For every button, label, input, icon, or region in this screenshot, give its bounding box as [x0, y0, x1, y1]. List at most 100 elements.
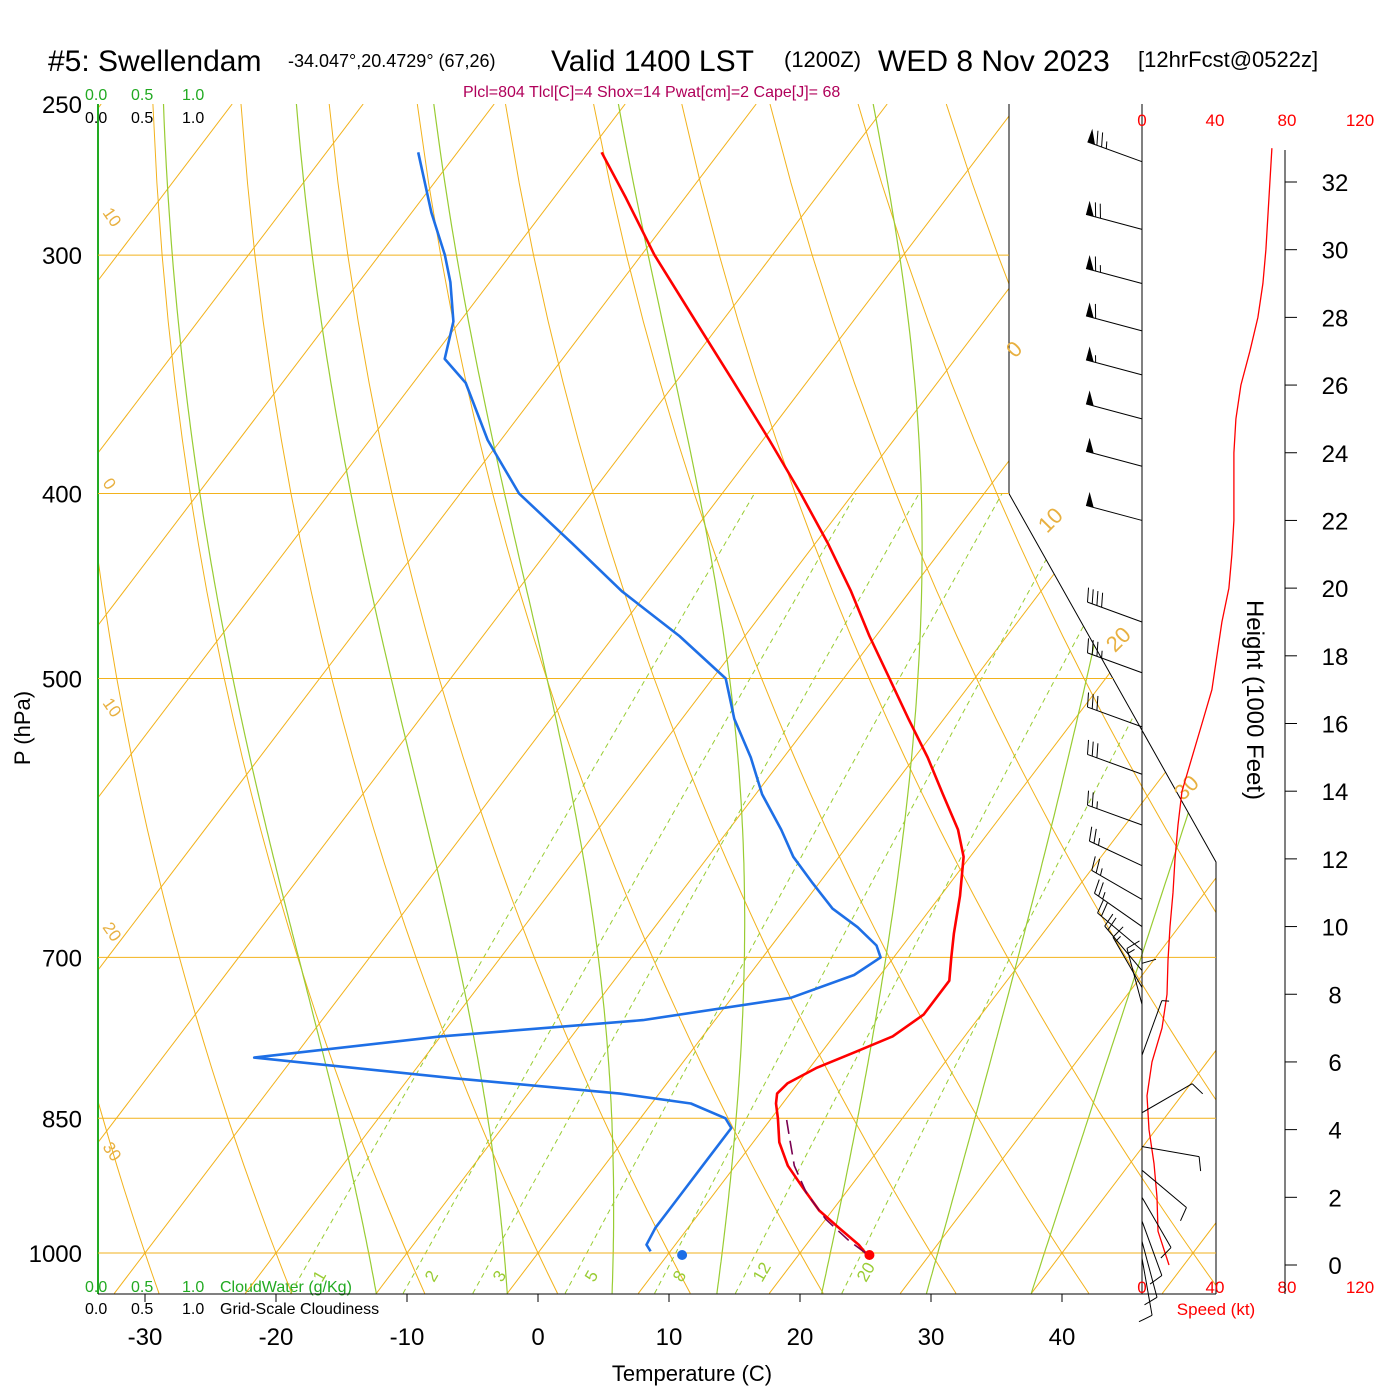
thermo-grid	[98, 104, 1400, 1294]
wind-barb	[1085, 390, 1143, 420]
wind-barb-full	[1096, 130, 1099, 146]
speed-top-tick-label: 0	[1137, 111, 1146, 130]
wind-barb-full	[1096, 743, 1099, 758]
wind-barb-full	[1191, 1083, 1204, 1095]
wind-barb-shaft	[1085, 450, 1143, 467]
height-tick-label: 8	[1328, 982, 1341, 1009]
height-tick-label: 24	[1322, 441, 1349, 468]
dry-adiabat-line	[152, 104, 426, 1294]
mixing-ratio-line	[290, 493, 755, 1294]
wind-barb-full	[1091, 792, 1094, 807]
wind-barb-full	[1096, 695, 1099, 711]
top-black-05: 0.5	[131, 110, 153, 127]
wind-barb	[1086, 692, 1143, 728]
pressure-tick-label: 700	[42, 945, 82, 972]
wind-barb-full	[1198, 1156, 1202, 1172]
height-tick-label: 10	[1322, 915, 1349, 942]
wind-barb-shaft	[1094, 892, 1143, 927]
temperature-tick-label: 30	[918, 1324, 945, 1351]
wind-barb-shaft	[1141, 1220, 1163, 1276]
temperature-profile-line	[600, 151, 965, 1254]
dry-adiabat-line	[681, 104, 1216, 1294]
wind-barb	[1104, 913, 1143, 971]
wind-barb-full	[1095, 858, 1101, 874]
moist-adiabat-line	[433, 104, 615, 1294]
wind-barb-full	[1107, 917, 1117, 931]
wind-barb-full	[1138, 1314, 1153, 1323]
wind-barb-full	[1144, 1296, 1158, 1306]
dry-adiabat-line	[857, 104, 1216, 1294]
isotherm-line	[98, 104, 495, 1294]
speed-bottom-tick-label: 40	[1206, 1278, 1225, 1297]
wind-barb-shaft	[1087, 601, 1143, 623]
temperature-tick-label: 0	[531, 1324, 544, 1351]
height-tick-label: 26	[1322, 373, 1349, 400]
top-black-1: 1.0	[182, 110, 204, 127]
moist-adiabat-line	[295, 104, 508, 1294]
valid-utc: (1200Z)	[784, 47, 861, 72]
wind-barb-pennant	[1086, 390, 1094, 406]
height-tick-label: 32	[1322, 170, 1349, 197]
dry-adiabat-line	[593, 104, 1090, 1294]
dry-adiabat-line	[505, 104, 957, 1294]
dry-adiabat-line	[1210, 104, 1216, 1294]
top-black-0: 0.0	[85, 110, 107, 127]
wind-barb-shaft	[1085, 504, 1143, 521]
forecast-label: [12hrFcst@0522z]	[1138, 47, 1318, 72]
top-green-0: 0.0	[85, 87, 107, 104]
wind-barb	[1085, 200, 1143, 230]
dry-adiabat-label: 30	[99, 1138, 125, 1164]
dry-adiabat-label: 20	[99, 919, 125, 945]
plot-right-edge	[1008, 104, 1217, 1294]
isotherm-label: 0	[1001, 336, 1027, 362]
moist-adiabat-line	[1030, 104, 1216, 1294]
dry-adiabat-line	[1299, 104, 1400, 1293]
bottom-black-0: 0.0	[85, 1301, 107, 1318]
wind-barb-shaft	[1085, 359, 1143, 376]
wind-barb-shaft	[1141, 1241, 1158, 1298]
dry-adiabat-line	[98, 104, 160, 1294]
wind-barb	[1085, 437, 1143, 467]
isotherm-line	[375, 104, 1216, 1294]
wind-barb	[1094, 879, 1143, 927]
mixing-ratio-label: 20	[853, 1259, 879, 1285]
dry-adiabat-line	[945, 104, 1216, 1294]
height-tick-label: 12	[1322, 847, 1349, 874]
wind-barb-full	[1091, 856, 1096, 871]
wind-barb-full	[1097, 899, 1104, 914]
temperature-tick-label: -30	[128, 1324, 163, 1351]
wind-barb-shaft	[1085, 268, 1143, 285]
mixing-ratio-label: 12	[749, 1259, 775, 1285]
temperature-tick-label: 40	[1049, 1324, 1076, 1351]
wind-barb	[1086, 739, 1143, 775]
height-tick-label: 16	[1322, 712, 1349, 739]
wind-barb	[1141, 1220, 1163, 1285]
wind-barb-shaft	[1141, 1197, 1172, 1248]
wind-barb-pennant	[1086, 437, 1094, 454]
isobars	[98, 254, 1216, 1254]
wind-barb-half	[1099, 868, 1103, 876]
dry-adiabat-line	[416, 104, 824, 1294]
wind-barb-full	[1086, 790, 1090, 806]
wind-barb-half	[1115, 936, 1121, 942]
wind-barb-shaft	[1085, 213, 1143, 230]
top-green-1: 1.0	[182, 87, 204, 104]
height-tick-label: 6	[1328, 1050, 1341, 1077]
cloudiness-label: Grid-Scale Cloudiness	[220, 1301, 379, 1318]
mixing-ratio-line	[841, 493, 1216, 1294]
bottom-green-05: 0.5	[131, 1279, 153, 1296]
speed-axis-title: Speed (kt)	[1177, 1300, 1255, 1319]
wind-barb-full	[1149, 1275, 1163, 1285]
dry-adiabat-line	[1387, 104, 1400, 1293]
isotherm-line	[98, 104, 364, 1294]
wind-barb-pennant	[1086, 491, 1094, 508]
surface-points	[677, 1250, 875, 1260]
wind-barb-full	[1098, 882, 1104, 897]
wind-barb-pennant	[1086, 302, 1094, 318]
wind-barb-shaft	[1087, 804, 1143, 826]
wind-barb-shaft	[1141, 1146, 1200, 1158]
mixing-ratio-line	[402, 493, 857, 1294]
wind-barb	[1085, 255, 1143, 285]
wind-barb-pennant	[1086, 346, 1094, 362]
